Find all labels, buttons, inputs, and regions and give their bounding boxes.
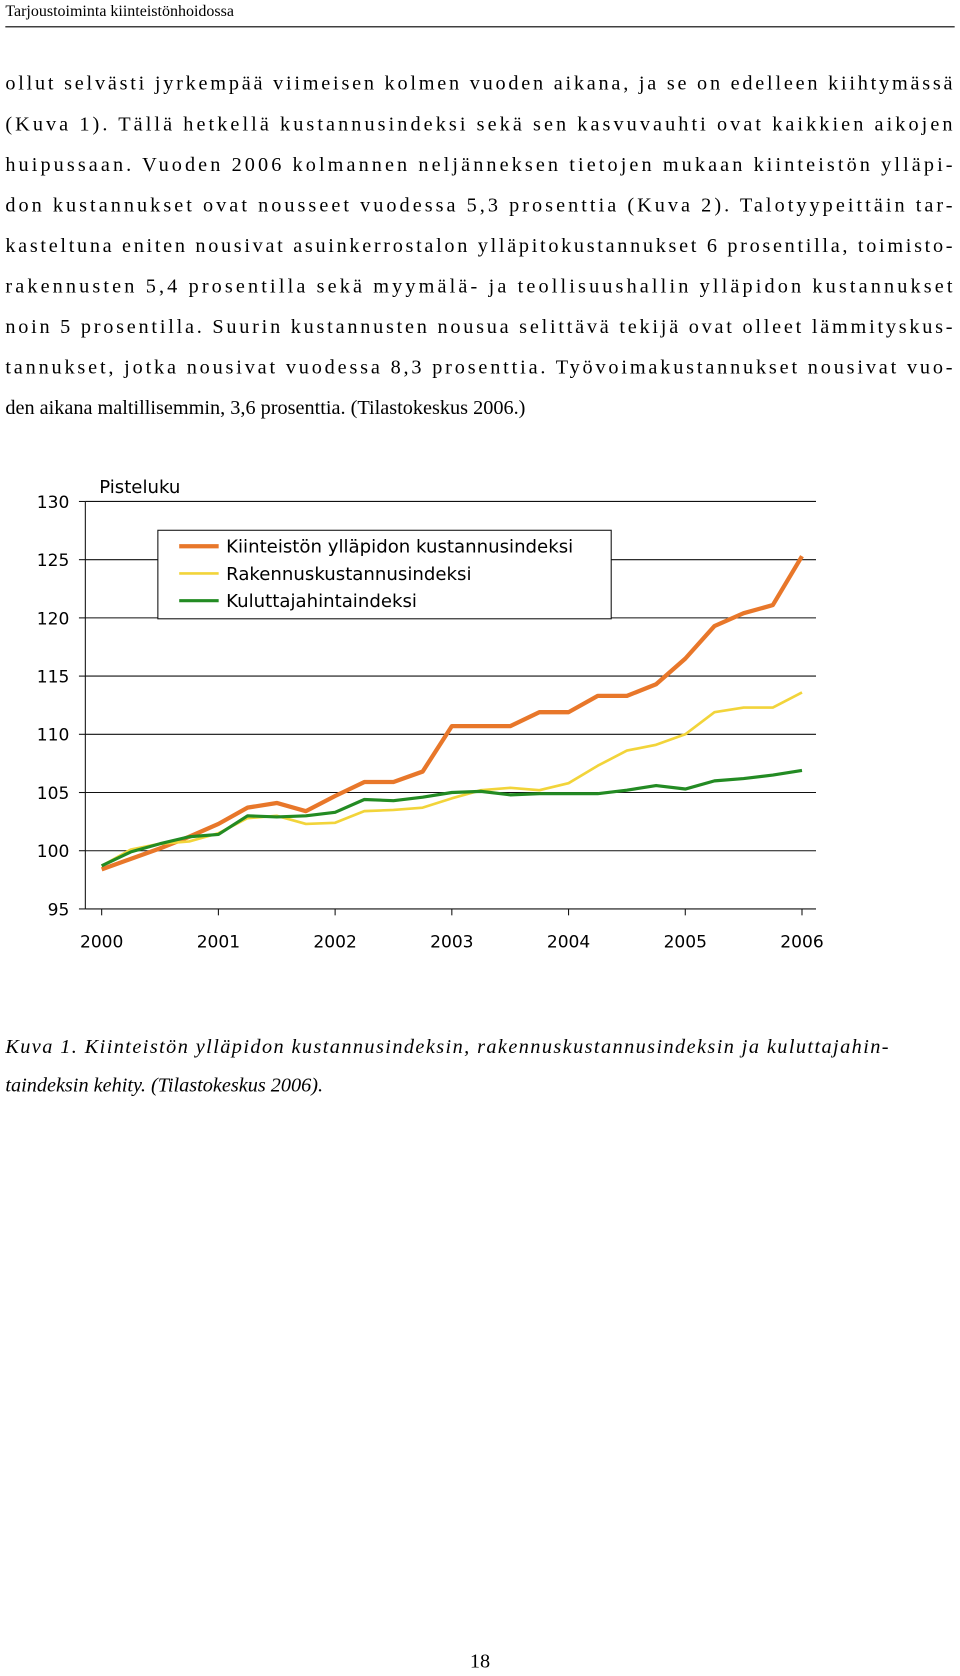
x-tick-label: 2003 (430, 932, 473, 952)
y-tick-label: 115 (37, 667, 70, 687)
paragraph-line: (Kuva 1). Tällä hetkellä kustannusindeks… (5, 113, 952, 135)
paragraph-line: rakennusten 5,4 prosentilla sekä myymälä… (5, 275, 953, 297)
legend-label: Rakennuskustannusindeksi (226, 564, 471, 585)
x-tick-label: 2005 (664, 932, 707, 952)
series-line (100, 555, 804, 872)
x-tick-label: 2004 (547, 932, 590, 952)
y-tick-label: 130 (37, 493, 70, 513)
y-tick-label: 110 (37, 726, 70, 746)
y-tick-label: 105 (37, 784, 70, 804)
caption-line: taindeksin kehity. (Tilastokeskus 2006). (5, 1074, 323, 1096)
paragraph-line: noin 5 prosentilla. Suurin kustannusten … (5, 316, 952, 338)
y-tick-label: 120 (37, 609, 70, 629)
paragraph-line: tannukset, jotka nousivat vuodessa 8,3 p… (5, 356, 952, 378)
x-tick-label: 2006 (780, 932, 823, 952)
x-tick-label: 2000 (80, 932, 123, 952)
caption-line: Kuva 1. Kiinteistön ylläpidon kustannusi… (4, 1036, 888, 1058)
legend-label: Kiinteistön ylläpidon kustannusindeksi (226, 537, 573, 558)
x-tick-label: 2001 (197, 932, 240, 952)
legend-label: Kuluttajahintaindeksi (226, 591, 417, 612)
paragraph-line: den aikana maltillisemmin, 3,6 prosentti… (5, 397, 525, 419)
paragraph-line: ollut selvästi jyrkempää viimeisen kolme… (5, 73, 952, 95)
y-tick-label: 100 (37, 842, 70, 862)
paragraph-line: don kustannukset ovat nousseet vuodessa … (5, 194, 952, 216)
page-number: 18 (470, 1650, 490, 1672)
y-tick-label: 125 (37, 551, 70, 571)
y-tick-label: 95 (48, 900, 70, 920)
x-tick-label: 2002 (313, 932, 356, 952)
paragraph-line: kasteltuna eniten nousivat asuinkerrosta… (5, 235, 952, 257)
series-line (100, 768, 803, 868)
paragraph-line: huipussaan. Vuoden 2006 kolmannen neljän… (5, 154, 952, 176)
page-header: Tarjoustoiminta kiinteistönhoidossa (5, 3, 234, 20)
y-axis-label: Pisteluku (99, 477, 180, 498)
legend-box (157, 529, 612, 620)
